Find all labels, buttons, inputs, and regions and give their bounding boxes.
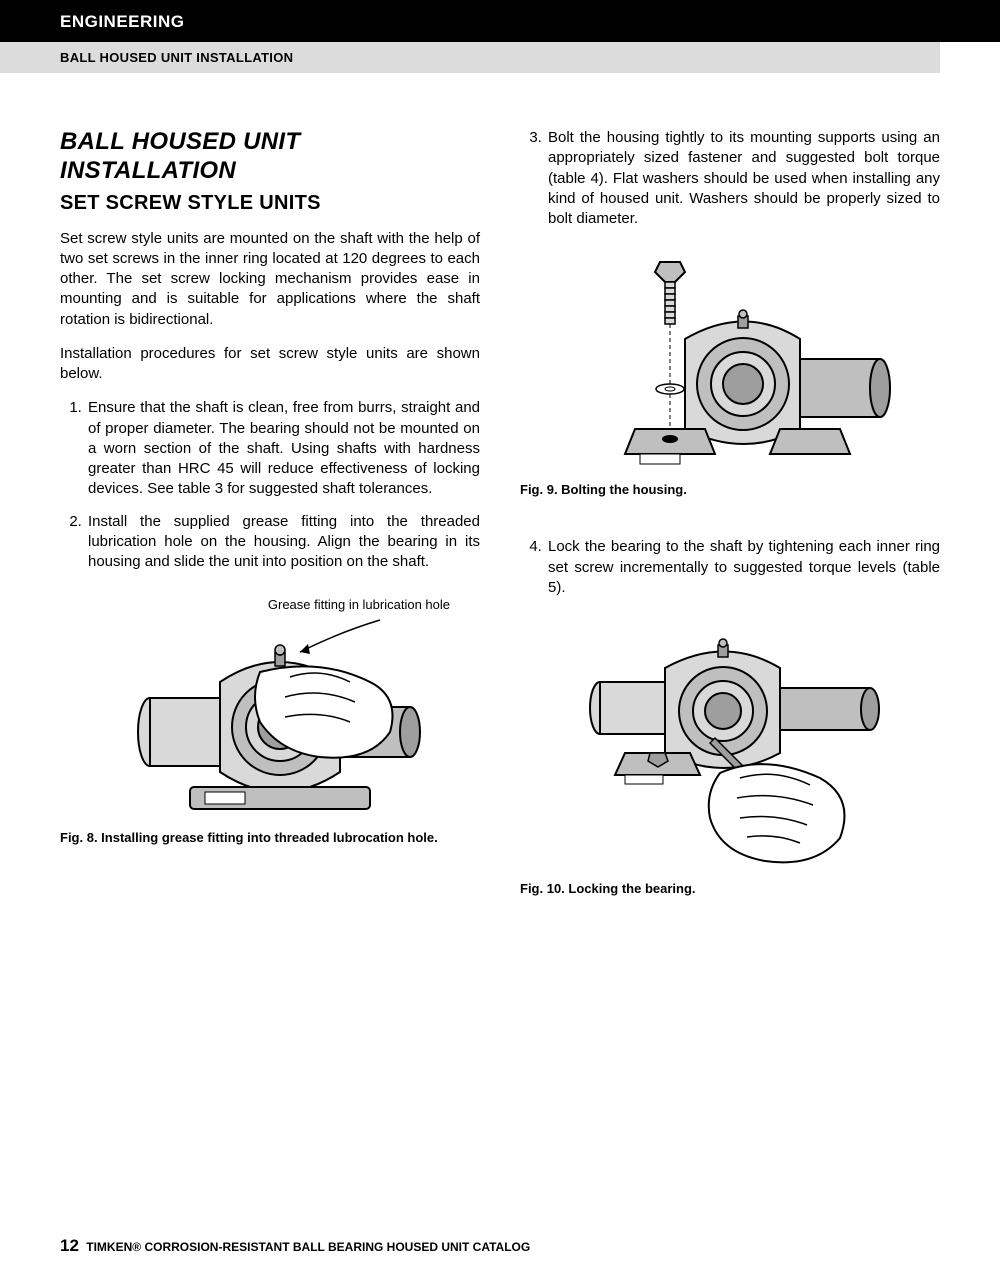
fig9-caption: Fig. 9. Bolting the housing.	[520, 482, 940, 497]
right-column: Bolt the housing tightly to its mounting…	[520, 128, 940, 896]
header-gray-band: BALL HOUSED UNIT INSTALLATION	[0, 42, 940, 73]
procedure-intro: Installation procedures for set screw st…	[60, 344, 480, 385]
main-title: BALL HOUSED UNIT INSTALLATION	[60, 128, 480, 186]
step-2: Install the supplied grease fitting into…	[86, 512, 480, 573]
fig8-illustration	[90, 612, 450, 822]
page-number: 12	[60, 1236, 79, 1255]
left-column: BALL HOUSED UNIT INSTALLATION SET SCREW …	[60, 128, 480, 896]
figure-10: Fig. 10. Locking the bearing.	[520, 623, 940, 896]
fig9-illustration	[565, 254, 895, 474]
fig10-caption: Fig. 10. Locking the bearing.	[520, 881, 940, 896]
fig8-caption: Fig. 8. Installing grease fitting into t…	[60, 830, 480, 845]
steps-right-a: Bolt the housing tightly to its mounting…	[520, 128, 940, 229]
section-title: SET SCREW STYLE UNITS	[60, 192, 480, 215]
intro-paragraph: Set screw style units are mounted on the…	[60, 229, 480, 330]
catalog-title: TIMKEN® CORROSION-RESISTANT BALL BEARING…	[86, 1240, 530, 1254]
main-title-line1: BALL HOUSED UNIT	[60, 128, 300, 155]
step-3: Bolt the housing tightly to its mounting…	[546, 128, 940, 229]
page-body: BALL HOUSED UNIT INSTALLATION SET SCREW …	[0, 73, 1000, 896]
steps-right-b: Lock the bearing to the shaft by tighten…	[520, 537, 940, 598]
fig8-callout: Grease fitting in lubrication hole	[60, 597, 450, 612]
figure-8: Grease fitting in lubrication hole	[60, 597, 480, 845]
fig10-illustration	[565, 623, 895, 873]
step-1: Ensure that the shaft is clean, free fro…	[86, 398, 480, 499]
header-black-band: ENGINEERING	[0, 0, 1000, 42]
step-4: Lock the bearing to the shaft by tighten…	[546, 537, 940, 598]
figure-9: Fig. 9. Bolting the housing.	[520, 254, 940, 497]
main-title-line2: INSTALLATION	[60, 157, 236, 184]
footer: 12 TIMKEN® CORROSION-RESISTANT BALL BEAR…	[60, 1236, 530, 1256]
steps-left: Ensure that the shaft is clean, free fro…	[60, 398, 480, 572]
